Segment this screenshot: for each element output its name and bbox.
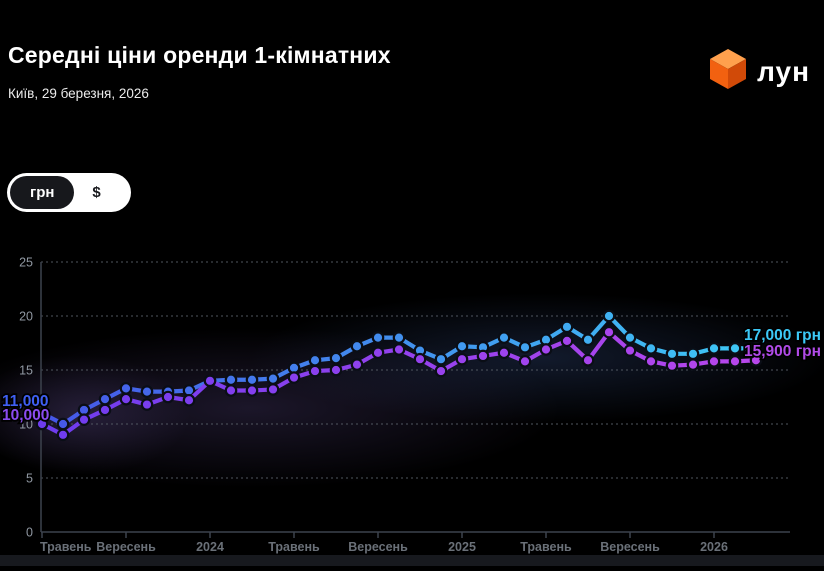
- data-point-lower-line-purple: [434, 364, 448, 378]
- toggle-option-usd[interactable]: $: [74, 176, 119, 209]
- data-point-lower-line-purple: [707, 355, 721, 368]
- data-point-upper-line-blue: [245, 373, 259, 387]
- data-point-lower-line-purple: [329, 363, 343, 377]
- lun-logo-text: лун: [757, 55, 810, 87]
- data-point-lower-line-purple: [476, 349, 490, 363]
- data-point-lower-line-purple: [245, 384, 259, 397]
- data-point-upper-line-blue: [119, 382, 133, 395]
- x-axis-label: Вересень: [348, 540, 408, 554]
- data-point-upper-line-blue: [455, 339, 469, 353]
- data-point-upper-line-blue: [224, 373, 238, 387]
- page-title: Середні ціни оренди 1-кімнатних: [8, 42, 391, 68]
- x-axis-label: 2026: [700, 540, 728, 554]
- price-chart: 0 5 10 15 20 25 Травень Вересень 2024 Травень Вере…: [0, 250, 824, 566]
- data-point-lower-line-purple: [644, 355, 658, 368]
- data-point-lower-line-purple: [56, 428, 70, 442]
- start-value-label-purple: 10,000: [2, 407, 49, 424]
- data-point-upper-line-blue: [665, 347, 679, 361]
- data-point-upper-line-blue: [140, 385, 154, 398]
- data-point-lower-line-purple: [497, 346, 511, 360]
- data-point-lower-line-purple: [308, 364, 322, 378]
- data-point-lower-line-purple: [728, 355, 742, 368]
- lun-logo: лун: [709, 48, 810, 95]
- data-point-lower-line-purple: [581, 353, 595, 367]
- data-point-upper-line-blue: [707, 342, 721, 355]
- y-axis-label: 10: [19, 418, 33, 432]
- data-point-upper-line-blue: [581, 333, 595, 347]
- data-point-lower-line-purple: [455, 352, 469, 366]
- data-point-lower-line-purple: [518, 355, 532, 368]
- toggle-option-uah[interactable]: грн: [10, 176, 75, 209]
- data-point-upper-line-blue: [434, 352, 448, 366]
- data-point-lower-line-purple: [392, 343, 406, 356]
- data-point-upper-line-blue: [56, 417, 70, 431]
- start-value-label-blue: 11,000: [2, 393, 49, 410]
- data-point-lower-line-purple: [371, 346, 385, 360]
- bottom-strip: [0, 555, 824, 566]
- data-point-lower-line-purple: [749, 353, 763, 367]
- end-value-label-purple: 15,900 грн: [744, 343, 821, 360]
- x-axis-label: Травень: [40, 540, 92, 554]
- x-axis-label: Травень: [520, 540, 572, 554]
- x-axis-label: 2025: [448, 540, 476, 554]
- data-point-lower-line-purple: [224, 384, 238, 397]
- data-point-upper-line-blue: [350, 339, 364, 353]
- data-point-lower-line-purple: [350, 358, 364, 371]
- data-point-lower-line-purple: [98, 403, 112, 417]
- y-axis-label: 0: [26, 526, 33, 540]
- data-point-upper-line-blue: [497, 331, 511, 344]
- data-point-upper-line-blue: [623, 331, 637, 344]
- data-point-lower-line-purple: [140, 398, 154, 411]
- y-axis-label: 5: [26, 472, 33, 486]
- data-point-upper-line-blue: [602, 309, 616, 323]
- currency-toggle: грн $: [7, 173, 131, 212]
- data-point-lower-line-purple: [266, 383, 280, 396]
- data-point-upper-line-blue: [560, 320, 574, 334]
- data-point-upper-line-blue: [392, 331, 406, 344]
- data-point-lower-line-purple: [602, 325, 616, 339]
- data-point-upper-line-blue: [308, 353, 322, 367]
- data-point-lower-line-purple: [623, 344, 637, 357]
- data-point-lower-line-purple: [665, 359, 679, 372]
- x-axis-label: Вересень: [600, 540, 660, 554]
- y-axis-label: 15: [19, 364, 33, 378]
- data-point-upper-line-blue: [728, 342, 742, 355]
- data-point-lower-line-purple: [287, 371, 301, 384]
- lun-cube-icon: [709, 48, 747, 95]
- data-point-lower-line-purple: [77, 413, 91, 426]
- data-point-lower-line-purple: [161, 390, 175, 404]
- end-value-label-blue: 17,000 грн: [744, 327, 821, 344]
- y-axis-label: 20: [19, 310, 33, 324]
- data-point-lower-line-purple: [119, 392, 133, 406]
- y-axis-label: 25: [19, 256, 33, 270]
- data-point-lower-line-purple: [35, 417, 49, 431]
- x-axis-label: Вересень: [96, 540, 156, 554]
- data-point-upper-line-blue: [749, 342, 763, 355]
- data-point-upper-line-blue: [98, 392, 112, 406]
- x-axis-label: Травень: [268, 540, 320, 554]
- data-point-lower-line-purple: [413, 352, 427, 366]
- data-point-upper-line-blue: [329, 351, 343, 365]
- data-point-lower-line-purple: [560, 334, 574, 348]
- data-point-upper-line-blue: [518, 341, 532, 354]
- page-subtitle: Київ, 29 березня, 2026: [8, 86, 149, 101]
- data-point-lower-line-purple: [203, 374, 217, 388]
- data-point-lower-line-purple: [539, 343, 553, 356]
- data-point-lower-line-purple: [182, 393, 196, 407]
- data-point-lower-line-purple: [686, 358, 700, 371]
- data-point-upper-line-blue: [371, 331, 385, 344]
- data-point-upper-line-blue: [644, 342, 658, 355]
- x-axis-label: 2024: [196, 540, 224, 554]
- data-point-upper-line-blue: [266, 372, 280, 385]
- data-point-upper-line-blue: [686, 347, 700, 361]
